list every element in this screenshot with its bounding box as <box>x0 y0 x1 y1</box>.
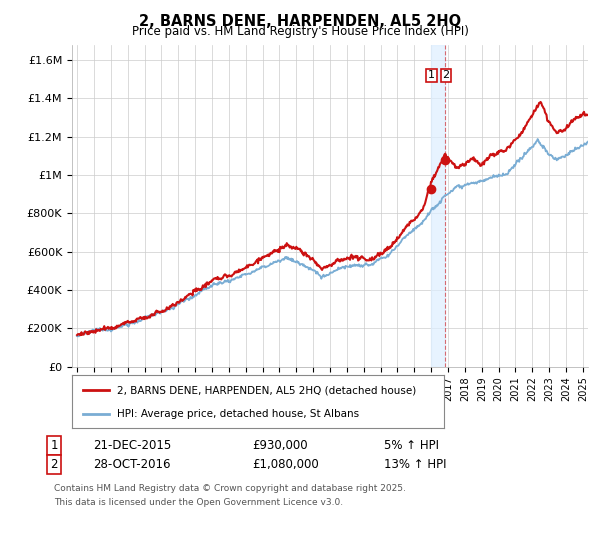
Text: 21-DEC-2015: 21-DEC-2015 <box>93 438 171 452</box>
Text: This data is licensed under the Open Government Licence v3.0.: This data is licensed under the Open Gov… <box>54 498 343 507</box>
Text: 13% ↑ HPI: 13% ↑ HPI <box>384 458 446 472</box>
Bar <box>431 45 445 367</box>
Text: HPI: Average price, detached house, St Albans: HPI: Average price, detached house, St A… <box>116 408 359 418</box>
Text: Contains HM Land Registry data © Crown copyright and database right 2025.: Contains HM Land Registry data © Crown c… <box>54 484 406 493</box>
Text: 2, BARNS DENE, HARPENDEN, AL5 2HQ: 2, BARNS DENE, HARPENDEN, AL5 2HQ <box>139 14 461 29</box>
Text: 1: 1 <box>50 438 58 452</box>
Text: 2: 2 <box>442 71 449 81</box>
Text: £1,080,000: £1,080,000 <box>252 458 319 472</box>
Text: 28-OCT-2016: 28-OCT-2016 <box>93 458 170 472</box>
Text: 2: 2 <box>50 458 58 472</box>
Text: 1: 1 <box>428 71 435 81</box>
Text: 2, BARNS DENE, HARPENDEN, AL5 2HQ (detached house): 2, BARNS DENE, HARPENDEN, AL5 2HQ (detac… <box>116 385 416 395</box>
Text: Price paid vs. HM Land Registry's House Price Index (HPI): Price paid vs. HM Land Registry's House … <box>131 25 469 38</box>
Text: 5% ↑ HPI: 5% ↑ HPI <box>384 438 439 452</box>
Text: £930,000: £930,000 <box>252 438 308 452</box>
